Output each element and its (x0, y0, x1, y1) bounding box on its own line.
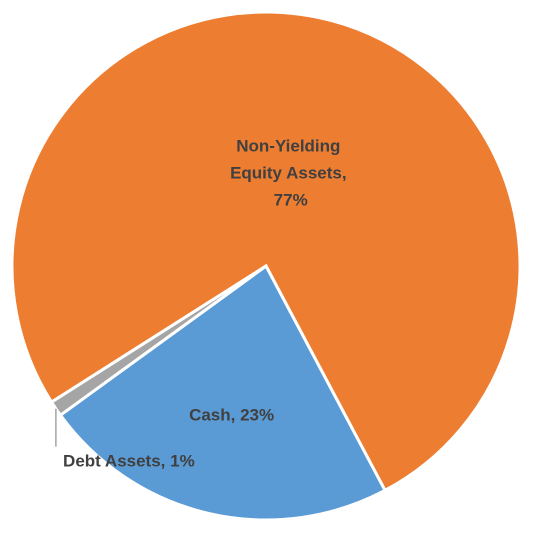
data-label: Debt Assets, 1% (63, 452, 195, 471)
pie-slice (10, 10, 522, 493)
data-label: Non-Yielding Equity Assets, 77% (230, 137, 351, 210)
pie-slice (58, 263, 388, 522)
data-label: Cash, 23% (189, 405, 274, 424)
